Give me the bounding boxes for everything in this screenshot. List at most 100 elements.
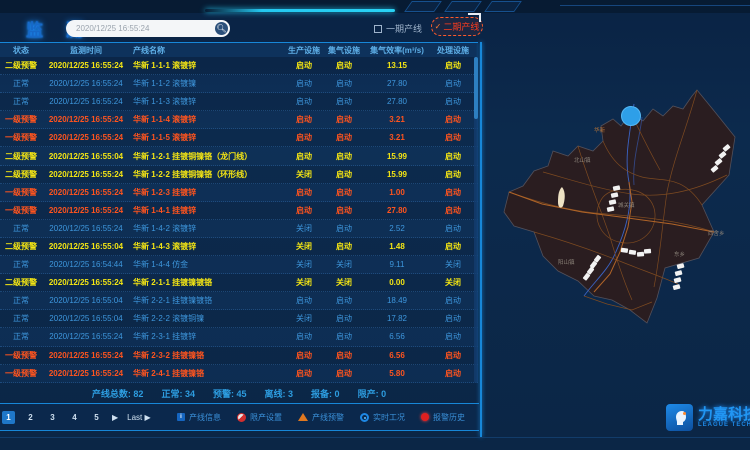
cell-gas: 启动 (322, 223, 366, 234)
table-row[interactable]: 一级预警2020/12/25 16:55:24华新 1-1-5 滚镀锌启动启动3… (0, 129, 478, 147)
column-header: 集气设施 (322, 45, 366, 56)
cell-name: 华新 1-2-3 挂镀锌 (130, 187, 286, 198)
table-row[interactable]: 正常2020/12/25 16:55:04华新 2-2-1 挂镀镍镀铬启动启动1… (0, 292, 478, 310)
search-icon[interactable]: 🔍︎ (215, 22, 228, 35)
cell-treat: 启动 (428, 223, 478, 234)
page-button-3[interactable]: 3 (46, 411, 59, 424)
cell-gas: 启动 (322, 114, 366, 125)
production-table-panel: 状态监测时间产线名称生产设施集气设施集气效率(m³/s)处理设施 二级预警202… (0, 42, 481, 450)
legend-item-5[interactable]: 报警历史 (421, 412, 465, 423)
alarm-dot-icon (421, 413, 429, 421)
summary-label: 报备: (311, 389, 332, 399)
table-row[interactable]: 正常2020/12/25 16:55:24华新 1-4-2 滚镀锌关闭启动2.5… (0, 220, 478, 238)
summary-stats: 产线总数: 82正常: 34预警: 45离线: 3报备: 0限产: 0 (0, 385, 478, 402)
cell-eff: 27.80 (366, 97, 428, 106)
cell-treat: 启动 (428, 350, 478, 361)
cell-eff: 3.21 (366, 133, 428, 142)
cell-name: 华新 1-1-4 滚镀锌 (130, 114, 286, 125)
page-button-2[interactable]: 2 (24, 411, 37, 424)
cell-prod: 关闭 (286, 313, 322, 324)
phase1-label: 一期产线 (386, 22, 422, 35)
cell-gas: 启动 (322, 132, 366, 143)
legend-label: 实时工况 (373, 412, 405, 423)
cell-eff: 27.80 (366, 206, 428, 215)
company-logo[interactable]: 力嘉科技 LEAGUE TECH (666, 404, 750, 431)
table-row[interactable]: 二级预警2020/12/25 16:55:24华新 2-1-1 挂镀镍镀铬关闭关… (0, 274, 478, 292)
table-row[interactable]: 正常2020/12/25 16:55:24华新 1-1-3 滚镀锌启动启动27.… (0, 93, 478, 111)
cell-status: 一级预警 (0, 368, 42, 379)
cell-gas: 启动 (322, 205, 366, 216)
table-row[interactable]: 一级预警2020/12/25 16:55:24华新 2-4-1 挂镀镍铬启动启动… (0, 365, 478, 383)
table-row[interactable]: 正常2020/12/25 16:55:24华新 2-3-1 挂镀锌启动启动6.5… (0, 328, 478, 346)
cell-time: 2020/12/25 16:55:04 (42, 152, 130, 161)
summary-value: 45 (236, 389, 246, 399)
table-scrollbar[interactable] (474, 57, 478, 383)
cell-gas: 启动 (322, 169, 366, 180)
summary-label: 正常: (161, 389, 182, 399)
alarm-bubble-marker[interactable] (622, 107, 641, 126)
cell-treat: 启动 (428, 96, 478, 107)
cell-treat: 启动 (428, 78, 478, 89)
page-button-1[interactable]: 1 (2, 411, 15, 424)
table-row[interactable]: 一级预警2020/12/25 16:55:24华新 1-1-4 滚镀锌启动启动3… (0, 111, 478, 129)
table-row[interactable]: 正常2020/12/25 16:55:04华新 2-2-2 滚镀铜镍关闭启动17… (0, 310, 478, 328)
search-box[interactable]: 🔍︎ (66, 20, 230, 37)
cell-treat: 启动 (428, 151, 478, 162)
cell-status: 正常 (0, 78, 42, 89)
table-row[interactable]: 一级预警2020/12/25 16:55:24华新 1-2-3 挂镀锌启动启动1… (0, 184, 478, 202)
legend-item-2[interactable]: 限产设置 (237, 412, 282, 423)
summary-item: 正常: 34 (161, 387, 195, 400)
table-row[interactable]: 二级预警2020/12/25 16:55:04华新 1-4-3 滚镀锌关闭启动1… (0, 238, 478, 256)
table-row[interactable]: 二级预警2020/12/25 16:55:04华新 1-2-1 挂镀铜镍铬（龙门… (0, 147, 478, 165)
cell-eff: 17.82 (366, 314, 428, 323)
gauge-icon (360, 413, 369, 422)
cell-time: 2020/12/25 16:55:24 (42, 278, 130, 287)
table-row[interactable]: 一级预警2020/12/25 16:55:24华新 2-3-2 挂镀镍铬启动启动… (0, 347, 478, 365)
checkbox-icon[interactable] (374, 25, 382, 33)
phase1-checkbox[interactable]: 一期产线 (374, 22, 422, 35)
cell-gas: 启动 (322, 350, 366, 361)
legend-label: 产线预警 (312, 412, 344, 423)
page-button-5[interactable]: 5 (90, 411, 103, 424)
summary-value: 0 (335, 389, 340, 399)
next-page-button[interactable]: ▶ (112, 413, 118, 422)
column-header: 处理设施 (428, 45, 478, 56)
table-row[interactable]: 正常2020/12/25 16:55:24华新 1-1-2 滚镀镍启动启动27.… (0, 75, 478, 93)
map-label-town: 西舍乡 (708, 229, 725, 237)
summary-value: 34 (185, 389, 195, 399)
table-row[interactable]: 二级预警2020/12/25 16:55:24华新 1-1-1 滚镀锌启动启动1… (0, 57, 478, 75)
cell-time: 2020/12/25 16:55:24 (42, 170, 130, 179)
cell-name: 华新 2-1-1 挂镀镍镀铬 (130, 277, 286, 288)
table-row[interactable]: 正常2020/12/25 16:54:44华新 1-4-4 仿金关闭关闭9.11… (0, 256, 478, 274)
deco-parallelogram (404, 1, 442, 12)
legend-item-4[interactable]: 实时工况 (360, 412, 405, 423)
map-label-town: 东乡 (674, 250, 685, 258)
cell-treat: 关闭 (428, 277, 478, 288)
cell-eff: 27.80 (366, 79, 428, 88)
cell-time: 2020/12/25 16:54:44 (42, 260, 130, 269)
table-header: 状态监测时间产线名称生产设施集气设施集气效率(m³/s)处理设施 (0, 42, 478, 57)
table-row[interactable]: 二级预警2020/12/25 16:55:24华新 1-2-2 挂镀铜镍铬（环形… (0, 166, 478, 184)
legend-item-1[interactable]: i产线信息 (177, 412, 221, 423)
county-map[interactable]: 华新 北山镇 城关镇 西舍乡 阳山镇 东乡 (482, 42, 750, 450)
last-page-button[interactable]: Last ▶ (127, 413, 151, 422)
legend-item-3[interactable]: 产线预警 (298, 412, 344, 423)
cell-name: 华新 1-2-1 挂镀铜镍铬（龙门线） (130, 151, 286, 162)
cell-eff: 15.99 (366, 152, 428, 161)
search-input[interactable] (66, 24, 215, 33)
table-row[interactable]: 一级预警2020/12/25 16:55:24华新 1-4-1 挂镀锌启动启动2… (0, 202, 478, 220)
cell-eff: 0.00 (366, 278, 428, 287)
cell-prod: 启动 (286, 151, 322, 162)
summary-value: 82 (133, 389, 143, 399)
cell-eff: 13.15 (366, 61, 428, 70)
cell-status: 正常 (0, 96, 42, 107)
cell-eff: 15.99 (366, 170, 428, 179)
cell-status: 正常 (0, 295, 42, 306)
cell-status: 一级预警 (0, 350, 42, 361)
cell-time: 2020/12/25 16:55:24 (42, 79, 130, 88)
cell-eff: 1.00 (366, 188, 428, 197)
page-button-4[interactable]: 4 (68, 411, 81, 424)
cell-name: 华新 1-1-5 滚镀锌 (130, 132, 286, 143)
scrollbar-thumb[interactable] (474, 57, 478, 119)
logo-text-en: LEAGUE TECH (698, 422, 750, 428)
